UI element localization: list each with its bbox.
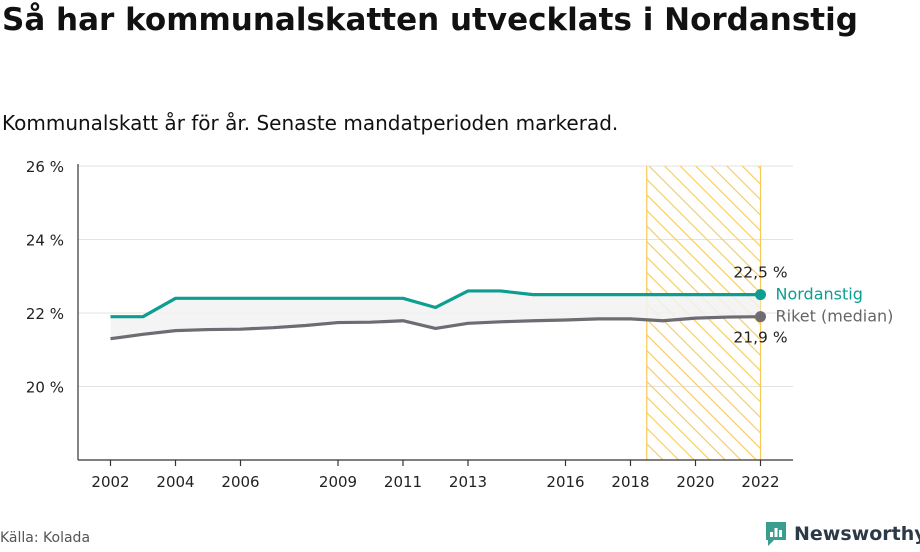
chart-subtitle: Kommunalskatt år för år. Senaste mandatp…	[2, 111, 619, 135]
series-line-riket-median	[110, 315, 761, 341]
y-tick-label: 20 %	[26, 379, 64, 397]
x-tick-label: 2022	[741, 473, 779, 491]
x-tick-label: 2013	[449, 473, 487, 491]
nordanstig-series-label: Nordanstig	[776, 285, 863, 304]
brand-name: Newsworthy	[794, 523, 920, 545]
series-end-marker-nordanstig	[755, 289, 766, 301]
x-tick-label: 2016	[546, 473, 584, 491]
y-tick-label: 22 %	[26, 305, 64, 323]
series-end-marker-riket-median	[755, 311, 766, 323]
x-tick-label: 2004	[156, 473, 194, 491]
median-value-label: 21,9 %	[733, 329, 787, 347]
x-tick-label: 2020	[676, 473, 714, 491]
source-note: Källa: Kolada	[0, 530, 91, 546]
x-tick-label: 2002	[91, 473, 129, 491]
brand-logo[interactable]: Newsworthy	[764, 520, 920, 548]
x-tick-label: 2018	[611, 473, 649, 491]
chart-title: Så har kommunalskatten utvecklats i Nord…	[2, 2, 858, 38]
newsworthy-logo-icon	[766, 522, 786, 546]
series-line-nordanstig	[110, 289, 761, 319]
x-tick-label: 2006	[221, 473, 259, 491]
x-tick-label: 2009	[319, 473, 357, 491]
x-tick-label: 2011	[384, 473, 422, 491]
nordanstig-value-label: 22,5 %	[733, 264, 787, 282]
y-tick-label: 24 %	[26, 232, 64, 250]
median-series-label: Riket (median)	[776, 307, 894, 326]
y-tick-label: 26 %	[26, 158, 64, 176]
